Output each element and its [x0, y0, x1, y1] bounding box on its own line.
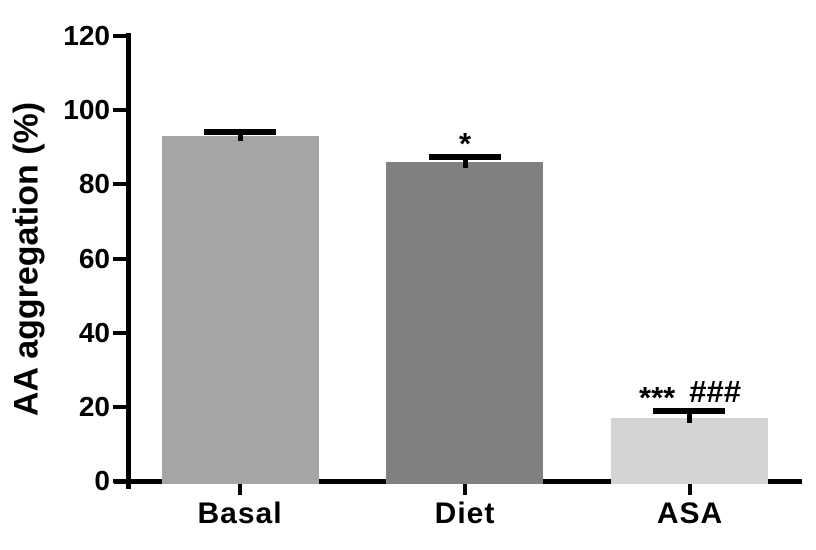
- bar-diet: [386, 162, 543, 484]
- error-bar-stem: [238, 132, 243, 141]
- bar-basal: [162, 136, 319, 484]
- error-bar-stem: [687, 411, 692, 423]
- y-axis-line: [126, 33, 131, 489]
- hash-mark: ###: [689, 374, 741, 409]
- category-label-asa: ASA: [656, 497, 724, 530]
- y-tick: [113, 479, 128, 483]
- y-tick-label: 40: [78, 317, 110, 348]
- y-tick: [113, 257, 128, 261]
- y-tick: [113, 331, 128, 335]
- error-bar-cap: [429, 154, 501, 160]
- x-tick: [463, 484, 467, 495]
- y-tick: [113, 108, 128, 112]
- x-tick: [238, 484, 242, 495]
- y-tick-label: 120: [63, 20, 110, 51]
- y-tick-label: 0: [94, 465, 110, 496]
- significance-annotation-diet: *: [365, 122, 565, 160]
- asterisk-mark: ***: [639, 380, 676, 415]
- y-tick-label: 20: [78, 391, 110, 422]
- error-bar-stem: [463, 157, 468, 168]
- significance-annotation-asa: *** ###: [590, 374, 790, 414]
- y-tick: [113, 34, 128, 38]
- bar-asa: [611, 418, 768, 484]
- error-bar-cap: [204, 129, 276, 135]
- asterisk-mark: *: [458, 126, 472, 161]
- x-tick: [688, 484, 692, 495]
- category-label-basal: Basal: [197, 497, 283, 530]
- y-tick: [113, 182, 128, 186]
- category-label-diet: Diet: [434, 497, 496, 530]
- y-tick-label: 100: [63, 94, 110, 125]
- y-tick: [113, 405, 128, 409]
- error-bar-cap: [653, 408, 725, 414]
- y-tick-label: 80: [78, 168, 110, 199]
- y-tick-label: 60: [78, 243, 110, 274]
